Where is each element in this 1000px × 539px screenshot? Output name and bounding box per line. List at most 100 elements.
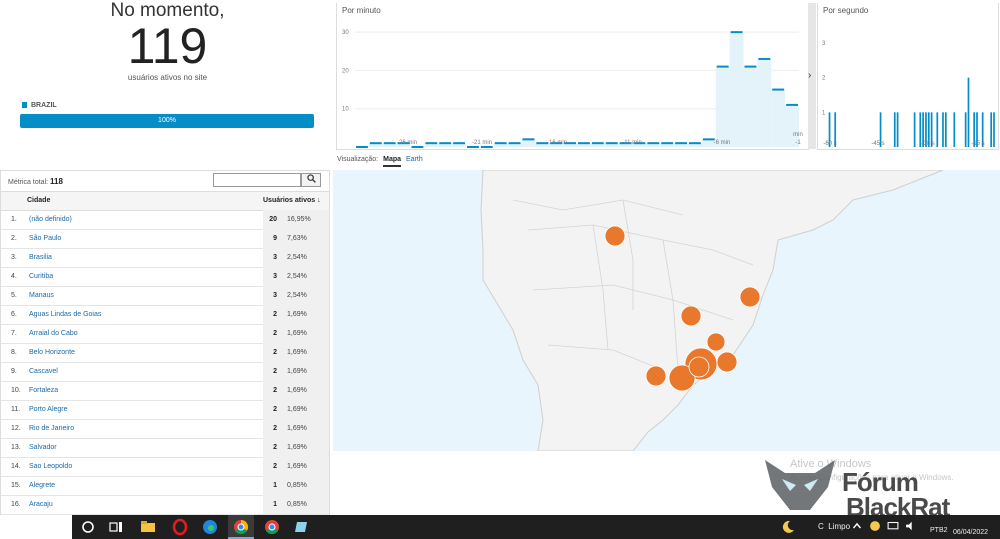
minute-bar-fill <box>757 58 772 147</box>
edge-icon[interactable] <box>200 517 220 537</box>
second-bar <box>981 112 984 147</box>
row-city-link[interactable]: Rio de Janeiro <box>29 425 75 432</box>
row-number: 13. <box>11 444 21 451</box>
row-city-link[interactable]: Sao Leopoldo <box>29 463 73 470</box>
country-share-bar <box>20 114 314 128</box>
row-number: 10. <box>11 387 21 394</box>
minute-bar-fill <box>368 143 383 147</box>
second-bar <box>919 112 922 147</box>
tab-earth[interactable]: Earth <box>406 156 423 163</box>
row-city-link[interactable]: Belo Horizonte <box>29 349 75 356</box>
row-percent: 1,69% <box>287 444 307 451</box>
row-number: 14. <box>11 463 21 470</box>
row-city-link[interactable]: Fortaleza <box>29 387 59 394</box>
row-city-link[interactable]: Aracaju <box>29 501 53 508</box>
row-number: 12. <box>11 425 21 432</box>
row-city-link[interactable]: (não definido) <box>29 216 72 223</box>
table-header: Cidade Usuários ativos ↓ <box>1 191 329 211</box>
x-tick-label: -45 s <box>871 141 884 147</box>
row-city-link[interactable]: Curitiba <box>29 273 54 280</box>
chart-divider[interactable] <box>808 3 816 149</box>
row-shade <box>263 419 329 438</box>
row-number: 5. <box>11 292 17 299</box>
active-users-caption: usuários ativos no site <box>127 73 208 82</box>
second-bar <box>942 112 944 147</box>
row-shade <box>263 248 329 267</box>
volume-icon[interactable] <box>904 519 918 533</box>
search-button[interactable] <box>301 173 321 187</box>
second-bar <box>936 112 939 147</box>
row-users: 1 <box>273 501 277 508</box>
second-bar <box>834 112 837 147</box>
chrome-profile-icon[interactable] <box>262 517 282 537</box>
input-language[interactable]: PTB2 <box>930 527 948 534</box>
minute-bar-fill <box>577 143 591 147</box>
visualization-tabs: Visualização: Mapa Earth <box>337 156 428 167</box>
south-america-map <box>480 170 944 451</box>
chevron-up-icon[interactable] <box>850 519 864 533</box>
metric-total: Métrica total: 118 <box>8 177 63 186</box>
row-shade <box>263 495 329 514</box>
table-search-input[interactable] <box>213 173 301 187</box>
chevron-right-icon[interactable]: › <box>808 70 812 81</box>
city-bubble <box>604 225 626 247</box>
minute-bar-fill <box>785 104 799 147</box>
per-second-chart: Por segundo 3 2 1 -60 s -45 s -30 s -15 s <box>817 3 999 150</box>
y-tick-label: 20 <box>342 68 349 74</box>
second-bar <box>913 112 916 147</box>
sort-arrow-down-icon: ↓ <box>317 197 321 204</box>
opera-icon[interactable] <box>170 517 190 537</box>
table-row: 1. (não definido) 20 16,95% <box>1 210 329 230</box>
row-city-link[interactable]: Aguas Lindas de Goias <box>29 311 102 318</box>
row-city-link[interactable]: Cascavel <box>29 368 58 375</box>
row-percent: 0,85% <box>287 501 307 508</box>
row-shade <box>263 305 329 324</box>
minute-bar-fill <box>493 143 508 147</box>
row-city-link[interactable]: Salvador <box>29 444 57 451</box>
taskbar-search-area[interactable] <box>0 515 72 539</box>
task-view-icon[interactable] <box>106 517 126 537</box>
row-city-link[interactable]: Alegrete <box>29 482 56 489</box>
weather-label[interactable]: C Limpo <box>818 522 850 531</box>
taskbar-date[interactable]: 06/04/2022 <box>953 529 989 536</box>
per-minute-plot: 30 20 10 -26 min -21 min -16 min -11 min -6 min… <box>342 30 803 148</box>
minute-bar-fill <box>618 143 633 147</box>
second-bar <box>828 112 831 147</box>
moon-weather-icon[interactable] <box>778 517 798 537</box>
state-border <box>592 224 609 351</box>
table-row: 7. Arraial do Cabo 2 1,69% <box>1 324 329 344</box>
security-icon[interactable] <box>868 519 882 533</box>
x-tick-label: -26 min <box>397 140 417 146</box>
row-city-link[interactable]: Manaus <box>29 292 54 299</box>
column-header-users[interactable]: Usuários ativos ↓ <box>263 197 321 204</box>
row-city-link[interactable]: Brasilia <box>29 254 52 261</box>
realtime-summary <box>0 0 330 168</box>
row-number: 9. <box>11 368 17 375</box>
row-city-link[interactable]: Porto Alegre <box>29 406 68 413</box>
chrome-icon[interactable] <box>231 517 251 537</box>
column-header-city[interactable]: Cidade <box>27 197 51 204</box>
row-shade <box>263 324 329 343</box>
row-city-link[interactable]: Arraial do Cabo <box>29 330 78 337</box>
x-tick-label: -16 min <box>547 140 567 146</box>
tab-map[interactable]: Mapa <box>383 156 402 167</box>
row-percent: 2,54% <box>287 254 307 261</box>
row-users: 2 <box>273 463 277 470</box>
row-city-link[interactable]: São Paulo <box>29 235 62 242</box>
table-row: 13. Salvador 2 1,69% <box>1 438 329 458</box>
metric-total-label: Métrica total: <box>8 179 49 186</box>
per-minute-chart: Por minuto 30 20 10 -26 min -21 min -16 min -1… <box>336 3 809 150</box>
table-row: 15. Alegrete 1 0,85% <box>1 476 329 496</box>
map-view[interactable] <box>333 170 1000 451</box>
row-shade <box>263 457 329 476</box>
notepad-icon[interactable] <box>292 517 312 537</box>
row-number: 1. <box>11 216 17 223</box>
cortana-icon[interactable] <box>78 517 98 537</box>
row-shade <box>263 476 329 495</box>
second-bar <box>922 112 924 147</box>
y-tick-label: 2 <box>822 76 826 82</box>
forum-watermark-line1: Fórum <box>842 467 919 497</box>
file-explorer-icon[interactable] <box>138 517 158 537</box>
network-icon[interactable] <box>886 519 900 533</box>
table-row: 2. São Paulo 9 7,63% <box>1 229 329 249</box>
